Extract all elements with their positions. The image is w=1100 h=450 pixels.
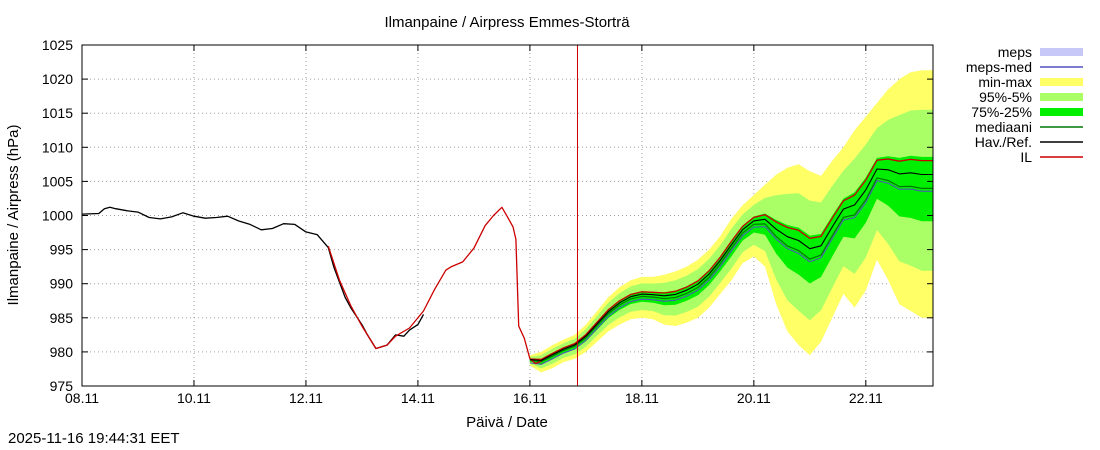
- il-history-line: [327, 206, 542, 365]
- y-axis-label: Ilmanpaine / Airpress (hPa): [5, 125, 22, 306]
- legend-swatch-p95_5: [1040, 93, 1083, 101]
- y-tick-label: 1000: [42, 208, 73, 224]
- median-line: [529, 177, 933, 363]
- y-tick-label: 985: [50, 310, 74, 326]
- y-tick-label: 1015: [42, 105, 73, 121]
- band-75-25: [529, 155, 933, 365]
- forecast-bands: [529, 70, 933, 373]
- y-tick-label: 980: [50, 344, 74, 360]
- reference-forecast-line: [529, 168, 933, 362]
- legend-swatch-meps: [1040, 48, 1083, 56]
- legend-label-minmax: min-max: [978, 74, 1032, 90]
- x-axis-label: Päivä / Date: [466, 414, 548, 431]
- y-tick-label: 990: [50, 276, 74, 292]
- x-tick-label: 12.11: [289, 390, 323, 406]
- y-tick-label: 1005: [42, 173, 73, 189]
- y-tick-label: 1010: [42, 139, 73, 155]
- il-forecast-line: [529, 158, 933, 361]
- legend-label-obs: Hav./Ref.: [975, 134, 1032, 150]
- x-tick-label: 08.11: [65, 390, 99, 406]
- x-tick-label: 16.11: [513, 390, 547, 406]
- y-tick-label: 1025: [42, 37, 73, 53]
- legend-swatch-minmax: [1040, 78, 1083, 86]
- y-tick-label: 975: [50, 378, 74, 394]
- legend-label-p95_5: 95%-5%: [979, 89, 1032, 105]
- legend-label-meps: meps: [998, 44, 1032, 60]
- y-tick-label: 1020: [42, 71, 73, 87]
- legend-label-il: IL: [1020, 149, 1032, 165]
- chart-title: Ilmanpaine / Airpress Emmes-Storträ: [384, 14, 630, 31]
- legend: mepsmeps-medmin-max95%-5%75%-25%mediaani…: [966, 44, 1083, 165]
- legend-label-median: mediaani: [975, 119, 1032, 135]
- axis-ticks: 975 980 985 990 995 1000 1005 1010 1015 1020 1025 0…: [42, 37, 933, 406]
- legend-label-meps_med: meps-med: [966, 59, 1032, 75]
- series-lines: [81, 158, 933, 365]
- x-tick-label: 20.11: [737, 390, 771, 406]
- x-tick-label: 14.11: [401, 390, 435, 406]
- timestamp: 2025-11-16 19:44:31 EET: [8, 430, 180, 447]
- observed-line: [81, 206, 425, 350]
- y-tick-label: 995: [50, 242, 74, 258]
- x-tick-label: 10.11: [177, 390, 211, 406]
- x-tick-label: 22.11: [849, 390, 883, 406]
- x-tick-label: 18.11: [625, 390, 659, 406]
- legend-swatch-p75_25: [1040, 108, 1083, 116]
- meps-med-line: [529, 180, 933, 365]
- legend-label-p75_25: 75%-25%: [971, 104, 1032, 120]
- grid: [81, 44, 933, 387]
